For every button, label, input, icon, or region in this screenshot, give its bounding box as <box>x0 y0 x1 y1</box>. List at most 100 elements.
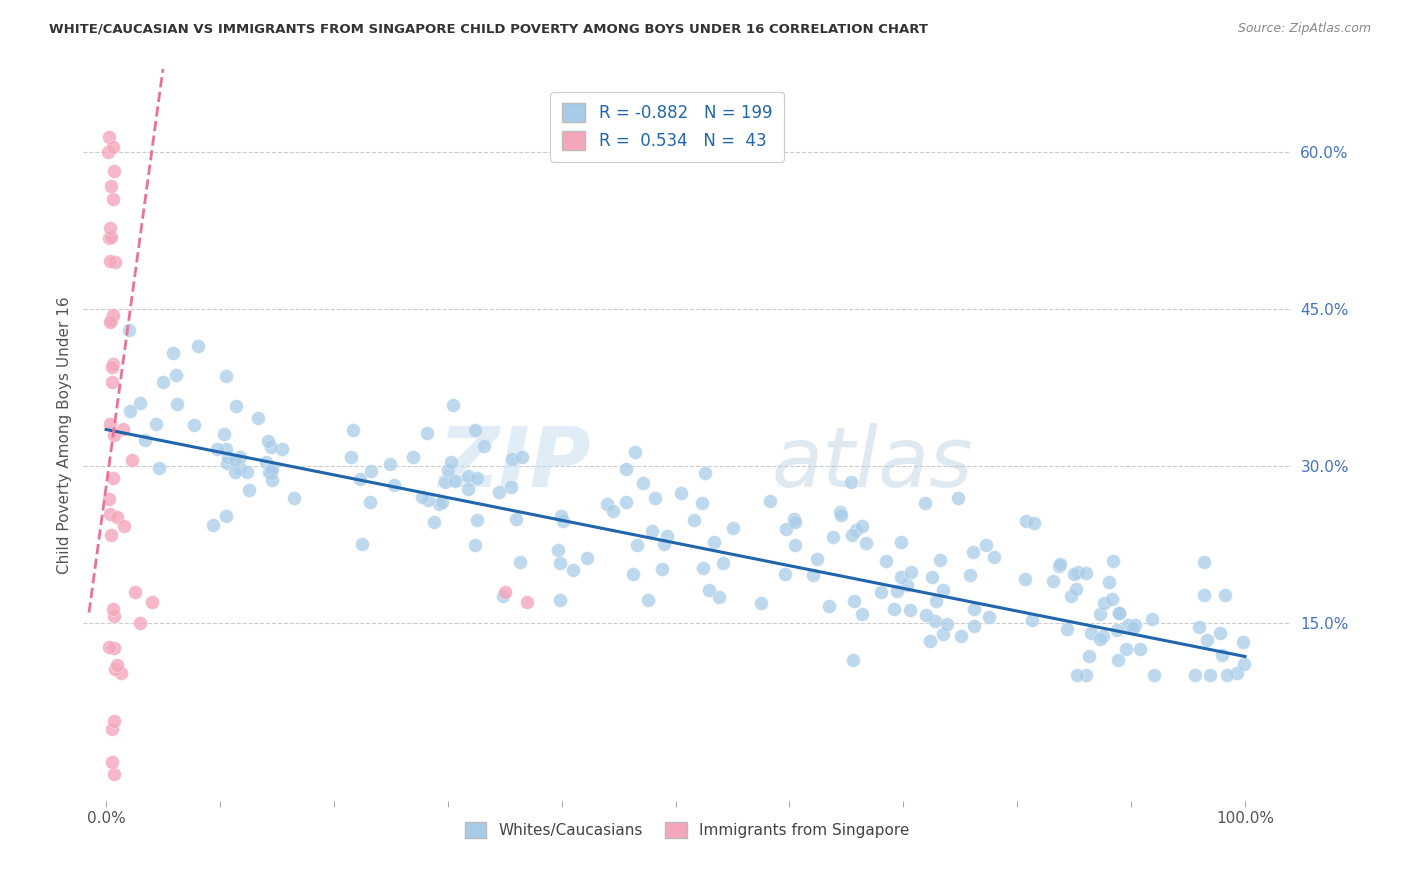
Point <box>492 589 515 603</box>
Point <box>1105 624 1128 638</box>
Point <box>974 538 997 552</box>
Point <box>103 640 125 655</box>
Point <box>1024 516 1046 530</box>
Point <box>1143 668 1166 682</box>
Point <box>214 369 236 384</box>
Point <box>166 397 188 411</box>
Point <box>596 497 619 511</box>
Point <box>929 553 952 567</box>
Point <box>212 427 235 442</box>
Point <box>360 464 382 478</box>
Point <box>187 339 209 353</box>
Point <box>129 396 152 410</box>
Point <box>1194 555 1216 569</box>
Point <box>1116 617 1139 632</box>
Point <box>915 608 938 623</box>
Point <box>703 534 725 549</box>
Point <box>256 454 278 468</box>
Point <box>709 591 731 605</box>
Point <box>614 462 637 476</box>
Point <box>112 519 135 533</box>
Point <box>839 475 862 489</box>
Point <box>416 493 439 508</box>
Point <box>821 530 844 544</box>
Point <box>463 423 485 437</box>
Point <box>1080 625 1102 640</box>
Point <box>214 509 236 524</box>
Point <box>817 599 839 614</box>
Point <box>1199 668 1222 682</box>
Point <box>260 473 283 487</box>
Point <box>749 596 772 610</box>
Point <box>983 550 1005 565</box>
Point <box>101 359 124 374</box>
Point <box>101 309 124 323</box>
Point <box>1123 617 1146 632</box>
Point <box>959 568 981 582</box>
Point <box>624 445 647 459</box>
Point <box>1098 575 1121 590</box>
Point <box>931 627 953 641</box>
Point <box>548 592 571 607</box>
Point <box>652 537 675 551</box>
Point <box>104 255 127 269</box>
Point <box>148 461 170 475</box>
Point <box>224 465 246 479</box>
Point <box>914 496 936 510</box>
Text: Source: ZipAtlas.com: Source: ZipAtlas.com <box>1237 22 1371 36</box>
Point <box>723 521 745 535</box>
Point <box>103 163 125 178</box>
Point <box>423 515 446 529</box>
Point <box>342 424 364 438</box>
Point <box>129 615 152 630</box>
Point <box>963 619 986 633</box>
Point <box>1216 668 1239 682</box>
Y-axis label: Child Poverty Among Boys Under 16: Child Poverty Among Boys Under 16 <box>58 296 72 574</box>
Point <box>416 426 439 441</box>
Point <box>238 483 260 497</box>
Point <box>1129 641 1152 656</box>
Point <box>875 554 897 568</box>
Point <box>457 468 479 483</box>
Point <box>183 418 205 433</box>
Point <box>98 129 121 144</box>
Point <box>228 450 250 465</box>
Point <box>103 767 125 781</box>
Point <box>215 442 238 457</box>
Point <box>758 494 780 508</box>
Point <box>100 312 122 326</box>
Point <box>962 545 984 559</box>
Point <box>472 439 495 453</box>
Point <box>1233 657 1256 671</box>
Point <box>924 594 946 608</box>
Point <box>98 316 121 330</box>
Point <box>97 231 120 245</box>
Point <box>633 476 655 491</box>
Point <box>1107 653 1129 667</box>
Point <box>103 609 125 624</box>
Point <box>683 513 706 527</box>
Point <box>783 538 806 552</box>
Point <box>1056 622 1078 636</box>
Point <box>124 584 146 599</box>
Point <box>1213 588 1236 602</box>
Point <box>828 505 851 519</box>
Legend: Whites/Caucasians, Immigrants from Singapore: Whites/Caucasians, Immigrants from Singa… <box>458 816 915 845</box>
Point <box>444 474 467 488</box>
Point <box>224 453 246 467</box>
Point <box>100 376 122 390</box>
Point <box>641 524 664 538</box>
Point <box>162 345 184 359</box>
Point <box>225 399 247 413</box>
Point <box>440 455 463 469</box>
Point <box>105 658 128 673</box>
Point <box>575 551 598 566</box>
Point <box>1192 588 1215 602</box>
Point <box>644 491 666 505</box>
Point <box>898 602 921 616</box>
Point <box>271 442 294 457</box>
Point <box>1102 553 1125 567</box>
Point <box>1184 668 1206 682</box>
Point <box>883 602 905 616</box>
Point <box>201 517 224 532</box>
